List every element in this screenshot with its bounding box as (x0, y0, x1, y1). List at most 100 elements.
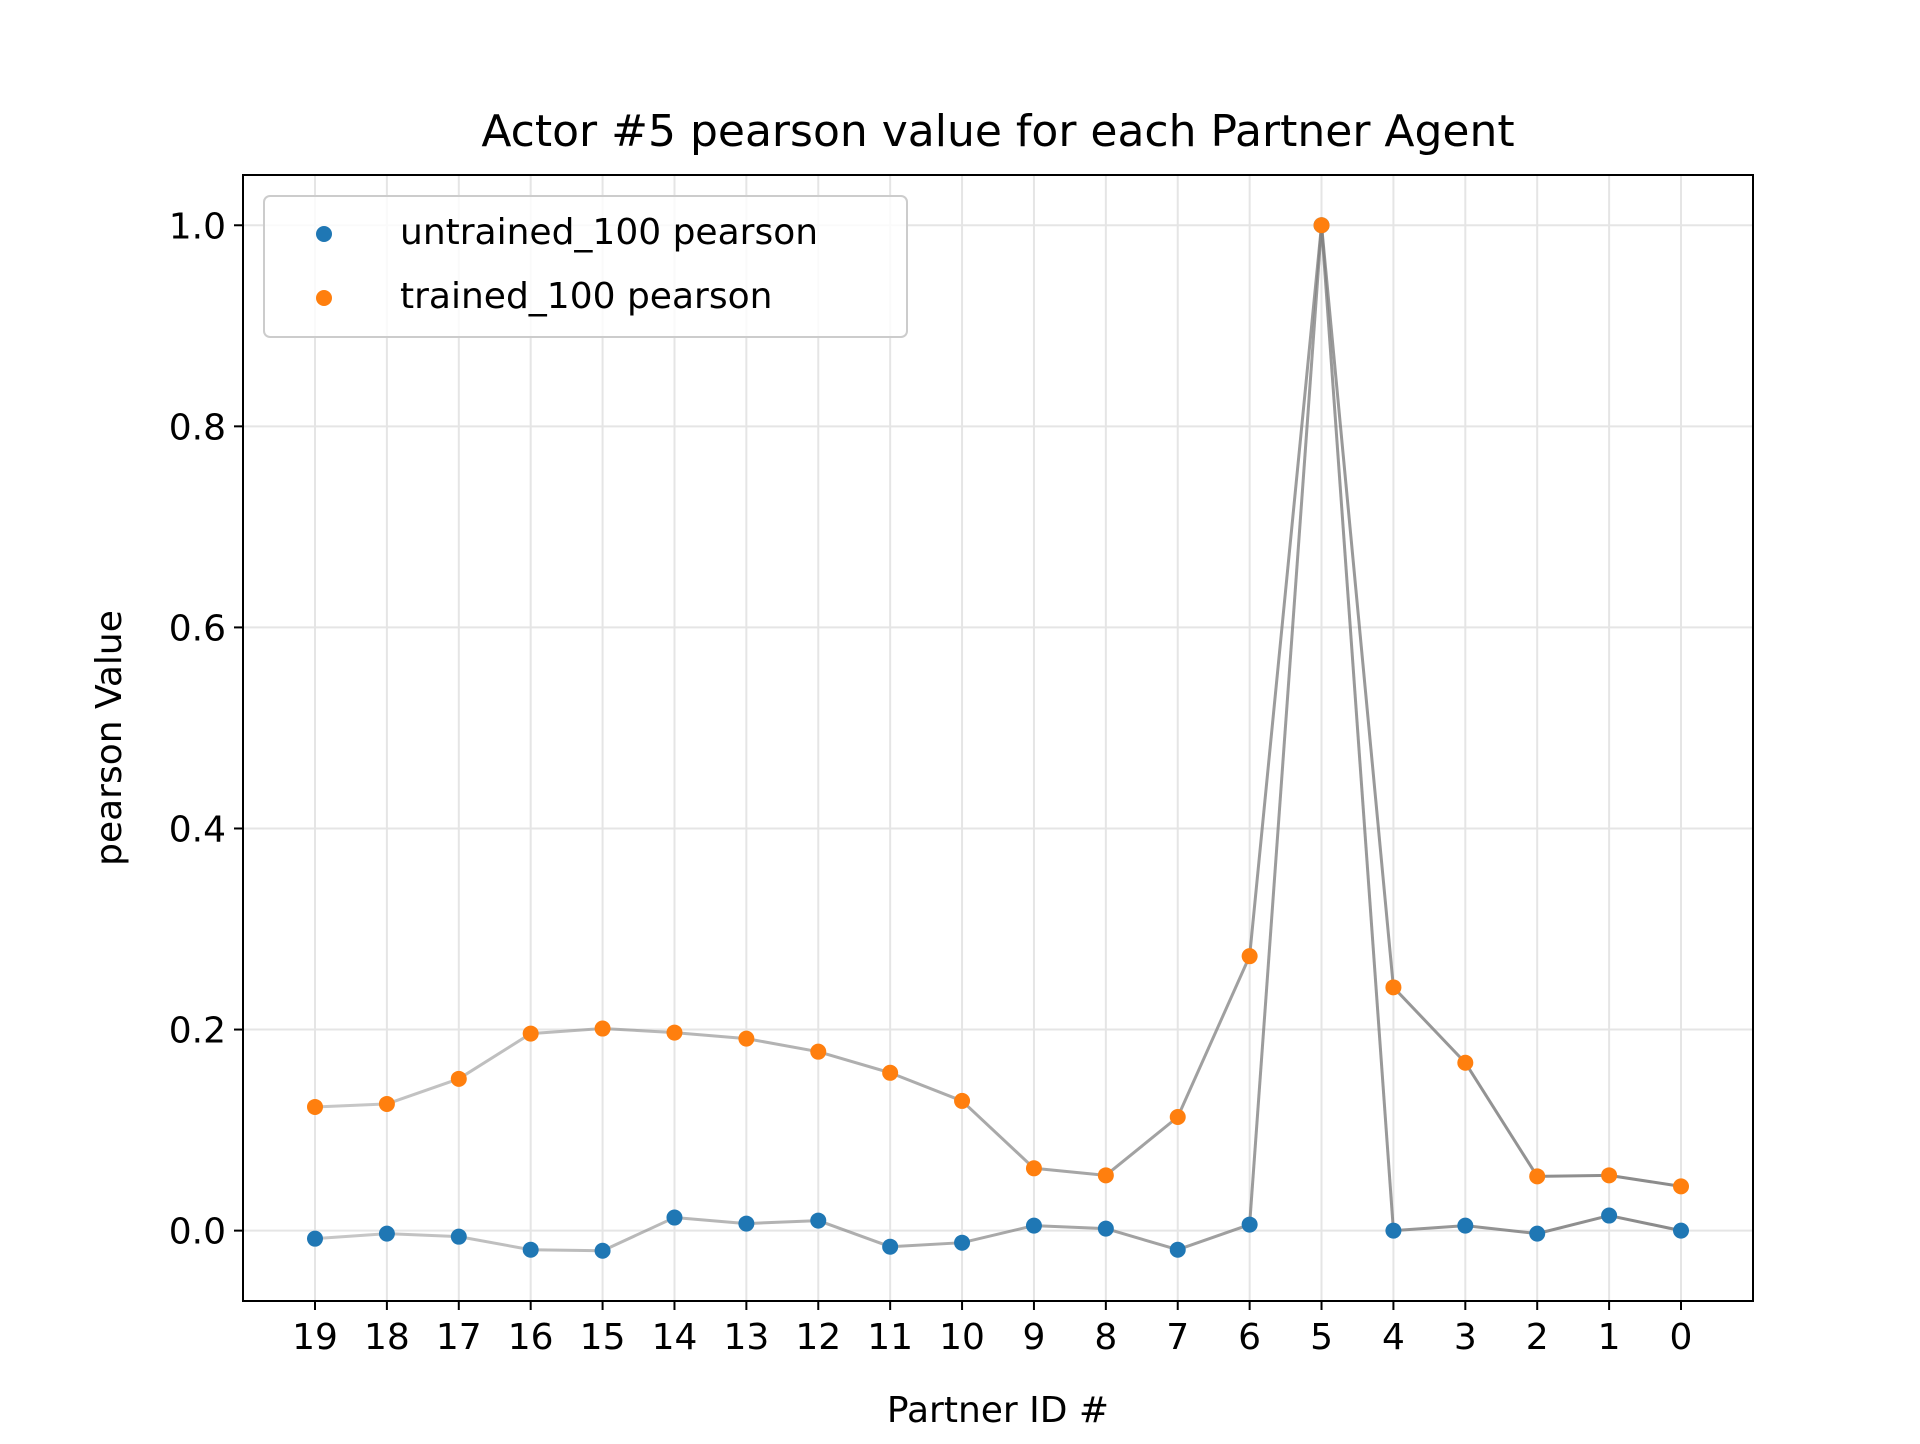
connector-lines (314, 225, 1682, 1253)
legend-label-trained: trained_100 pearson (400, 276, 772, 317)
x-tick-label: 13 (723, 1317, 769, 1358)
x-tick-label: 2 (1526, 1317, 1549, 1358)
legend-label-untrained: untrained_100 pearson (400, 212, 818, 253)
trained-point (1313, 217, 1330, 234)
trained-point (1601, 1167, 1618, 1184)
connector-segment (746, 1219, 819, 1226)
connector-segment (817, 1050, 891, 1075)
untrained-point (1241, 1216, 1258, 1233)
connector-segment (1320, 225, 1395, 1231)
x-tick-label: 14 (652, 1317, 698, 1358)
connector-segment (1177, 1223, 1251, 1252)
untrained-point (954, 1234, 971, 1251)
untrained-point (1169, 1241, 1186, 1258)
y-axis-label: pearson Value (89, 610, 130, 866)
x-tick-label: 16 (508, 1317, 554, 1358)
connector-segment (1392, 986, 1467, 1064)
connector-segment (1176, 955, 1252, 1118)
x-tick-label: 3 (1454, 1317, 1477, 1358)
connector-segment (314, 1232, 387, 1241)
x-tick-label: 5 (1310, 1317, 1333, 1358)
connector-segment (961, 1099, 1035, 1170)
plot-frame (242, 174, 1754, 1302)
y-axis: 0.0 0.2 0.4 0.6 0.8 1.0 (169, 206, 243, 1253)
y-tick-label: 0.0 (169, 1212, 226, 1253)
connector-segment (1465, 1224, 1538, 1236)
grid (243, 175, 1753, 1301)
connector-segment (530, 1248, 603, 1253)
x-tick-label: 0 (1670, 1317, 1693, 1358)
untrained-point (522, 1241, 539, 1258)
x-tick-label: 1 (1598, 1317, 1621, 1358)
untrained-point (882, 1238, 899, 1255)
connector-segment (1608, 1214, 1682, 1233)
connector-segment (1393, 1224, 1466, 1233)
x-tick-label: 18 (364, 1317, 410, 1358)
legend-marker-trained (316, 290, 332, 306)
x-tick-label: 8 (1094, 1317, 1117, 1358)
untrained-point (1385, 1222, 1402, 1239)
trained-point (1457, 1054, 1474, 1071)
connector-segment (601, 1216, 676, 1253)
y-tick-label: 0.4 (169, 809, 226, 850)
connector-segment (1248, 225, 1324, 957)
y-tick-label: 0.2 (169, 1011, 226, 1052)
x-tick-label: 12 (795, 1317, 841, 1358)
trained-point (882, 1064, 899, 1081)
connector-segment (458, 1235, 531, 1252)
legend-marker-untrained (316, 226, 332, 242)
trained-point (1385, 979, 1402, 996)
untrained-point (1529, 1225, 1546, 1242)
untrained-point (307, 1230, 323, 1247)
connector-segment (530, 1027, 603, 1036)
trained-point (666, 1024, 683, 1041)
x-tick-label: 6 (1238, 1317, 1261, 1358)
data-points (307, 217, 1689, 1259)
chart-title: Actor #5 pearson value for each Partner … (481, 106, 1514, 157)
legend: untrained_100 pearson trained_100 pearso… (263, 195, 908, 338)
untrained-point (738, 1215, 755, 1232)
connector-segment (386, 1232, 459, 1239)
untrained-point (378, 1225, 395, 1242)
connector-segment (1536, 1214, 1610, 1236)
connector-segment (1033, 1224, 1106, 1231)
untrained-point (1673, 1222, 1689, 1239)
trained-point (307, 1098, 323, 1115)
untrained-point (810, 1212, 827, 1229)
trained-point (450, 1070, 467, 1087)
untrained-point (1025, 1217, 1042, 1234)
connector-segment (1464, 1061, 1539, 1178)
connector-segment (1537, 1173, 1610, 1178)
connector-segment (1033, 1166, 1106, 1177)
x-tick-label: 9 (1022, 1317, 1045, 1358)
connector-segment (457, 1032, 532, 1081)
trained-point (1673, 1178, 1689, 1195)
untrained-point (450, 1228, 467, 1245)
trained-point (594, 1020, 611, 1037)
untrained-point (1457, 1217, 1474, 1234)
connector-segment (1105, 1227, 1179, 1252)
connector-segment (889, 1071, 963, 1103)
untrained-point (1601, 1207, 1618, 1224)
x-tick-label: 11 (867, 1317, 913, 1358)
trained-point (1529, 1168, 1546, 1185)
untrained-point (1097, 1220, 1114, 1237)
trained-point (810, 1043, 827, 1060)
trained-point (1097, 1167, 1114, 1184)
trained-point (522, 1025, 539, 1042)
trained-point (378, 1095, 395, 1112)
x-tick-label: 10 (939, 1317, 985, 1358)
y-tick-label: 0.6 (169, 608, 226, 649)
connector-segment (961, 1224, 1035, 1245)
trained-point (738, 1030, 755, 1047)
x-tick-label: 19 (292, 1317, 338, 1358)
connector-segment (314, 1102, 387, 1109)
connector-segment (602, 1027, 675, 1035)
trained-point (1025, 1160, 1042, 1177)
x-tick-label: 15 (580, 1317, 626, 1358)
connector-segment (1608, 1173, 1682, 1188)
connector-segment (890, 1241, 963, 1249)
connector-segment (674, 1216, 747, 1226)
y-tick-label: 1.0 (169, 206, 226, 247)
